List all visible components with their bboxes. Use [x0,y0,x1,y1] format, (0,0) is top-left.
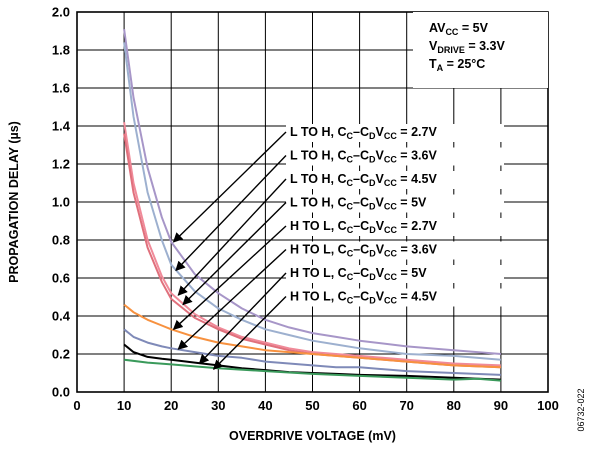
annotation-arrow [212,296,287,370]
series-lines [123,28,501,382]
x-tick-label: 90 [494,398,508,413]
x-tick-label: 40 [258,398,272,413]
annotation-arrow [175,155,287,272]
x-tick-label: 0 [73,398,80,413]
y-tick-label: 0.2 [52,347,70,362]
y-tick-label: 0.8 [52,233,70,248]
annotation-background [286,147,504,166]
series-line [123,28,501,355]
series-annotations: L TO H, CC–CDVCC = 2.7V L TO H, CC–CDVCC … [172,124,504,370]
series-line [123,42,501,361]
annotation-background [286,218,504,236]
y-tick-label: 0.0 [52,385,70,400]
annotation-label: H TO L, CC–CDVCC = 2.7V [290,219,438,235]
y-tick-label: 1.8 [52,43,70,58]
annotation-background [286,171,504,189]
condition-line: AVCC = 5V [429,21,489,37]
annotation-label: H TO L, CC–CDVCC = 4.5V [290,290,438,306]
x-tick-label: 50 [305,398,319,413]
y-tick-label: 1.4 [52,119,71,134]
annotation-arrow [198,272,287,365]
annotation-background [286,241,504,260]
figure-id: 06732-022 [576,388,586,431]
annotation-label: L TO H, CC–CDVCC = 4.5V [290,172,437,188]
series-line [123,122,501,367]
annotation-arrow [172,225,287,330]
x-tick-label: 100 [537,398,559,413]
x-tick-label: 70 [399,398,413,413]
annotation-background [286,288,504,307]
y-tick-label: 1.6 [52,81,70,96]
annotation-arrow [172,131,287,243]
condition-line: VDRIVE = 3.3V [429,39,505,55]
x-tick-label: 60 [352,398,366,413]
conditions-background [413,12,548,88]
y-tick-label: 0.6 [52,271,70,286]
annotation-arrow [182,202,287,306]
x-tick-label: 30 [211,398,225,413]
series-line [123,328,501,376]
y-tick-label: 2.0 [52,5,70,20]
y-axis-label: PROPAGATION DELAY (µs) [7,121,21,283]
y-tick-label: 0.4 [52,309,71,324]
x-tick-label: 80 [447,398,461,413]
annotation-label: L TO H, CC–CDVCC = 5V [290,196,427,212]
annotation-background [286,124,504,142]
series-line [123,358,501,382]
annotation-background [286,194,504,213]
y-tick-label: 1.0 [52,195,70,210]
x-axis-label: OVERDRIVE VOLTAGE (mV) [229,429,396,443]
annotation-label: H TO L, CC–CDVCC = 3.6V [290,243,438,259]
series-line [123,343,501,381]
annotation-arrow [177,248,287,350]
annotation-background [286,265,504,283]
conditions-box: AVCC = 5V VDRIVE = 3.3V TA = 25°C [413,12,548,88]
annotation-arrow [177,178,287,296]
series-line [123,303,501,369]
annotation-label: L TO H, CC–CDVCC = 3.6V [290,149,437,165]
plot-frame [76,11,549,393]
tick-labels: 0 10 20 30 40 50 60 70 80 90 100 0.0 0.2 0.4 0.6 0.8 1.0… [52,5,559,414]
annotation-label: H TO L, CC–CDVCC = 5V [290,266,427,282]
condition-line: TA = 25°C [429,57,485,73]
x-tick-label: 20 [164,398,178,413]
y-tick-label: 1.2 [52,157,70,172]
annotation-label: L TO H, CC–CDVCC = 2.7V [290,125,437,141]
x-tick-label: 10 [117,398,131,413]
